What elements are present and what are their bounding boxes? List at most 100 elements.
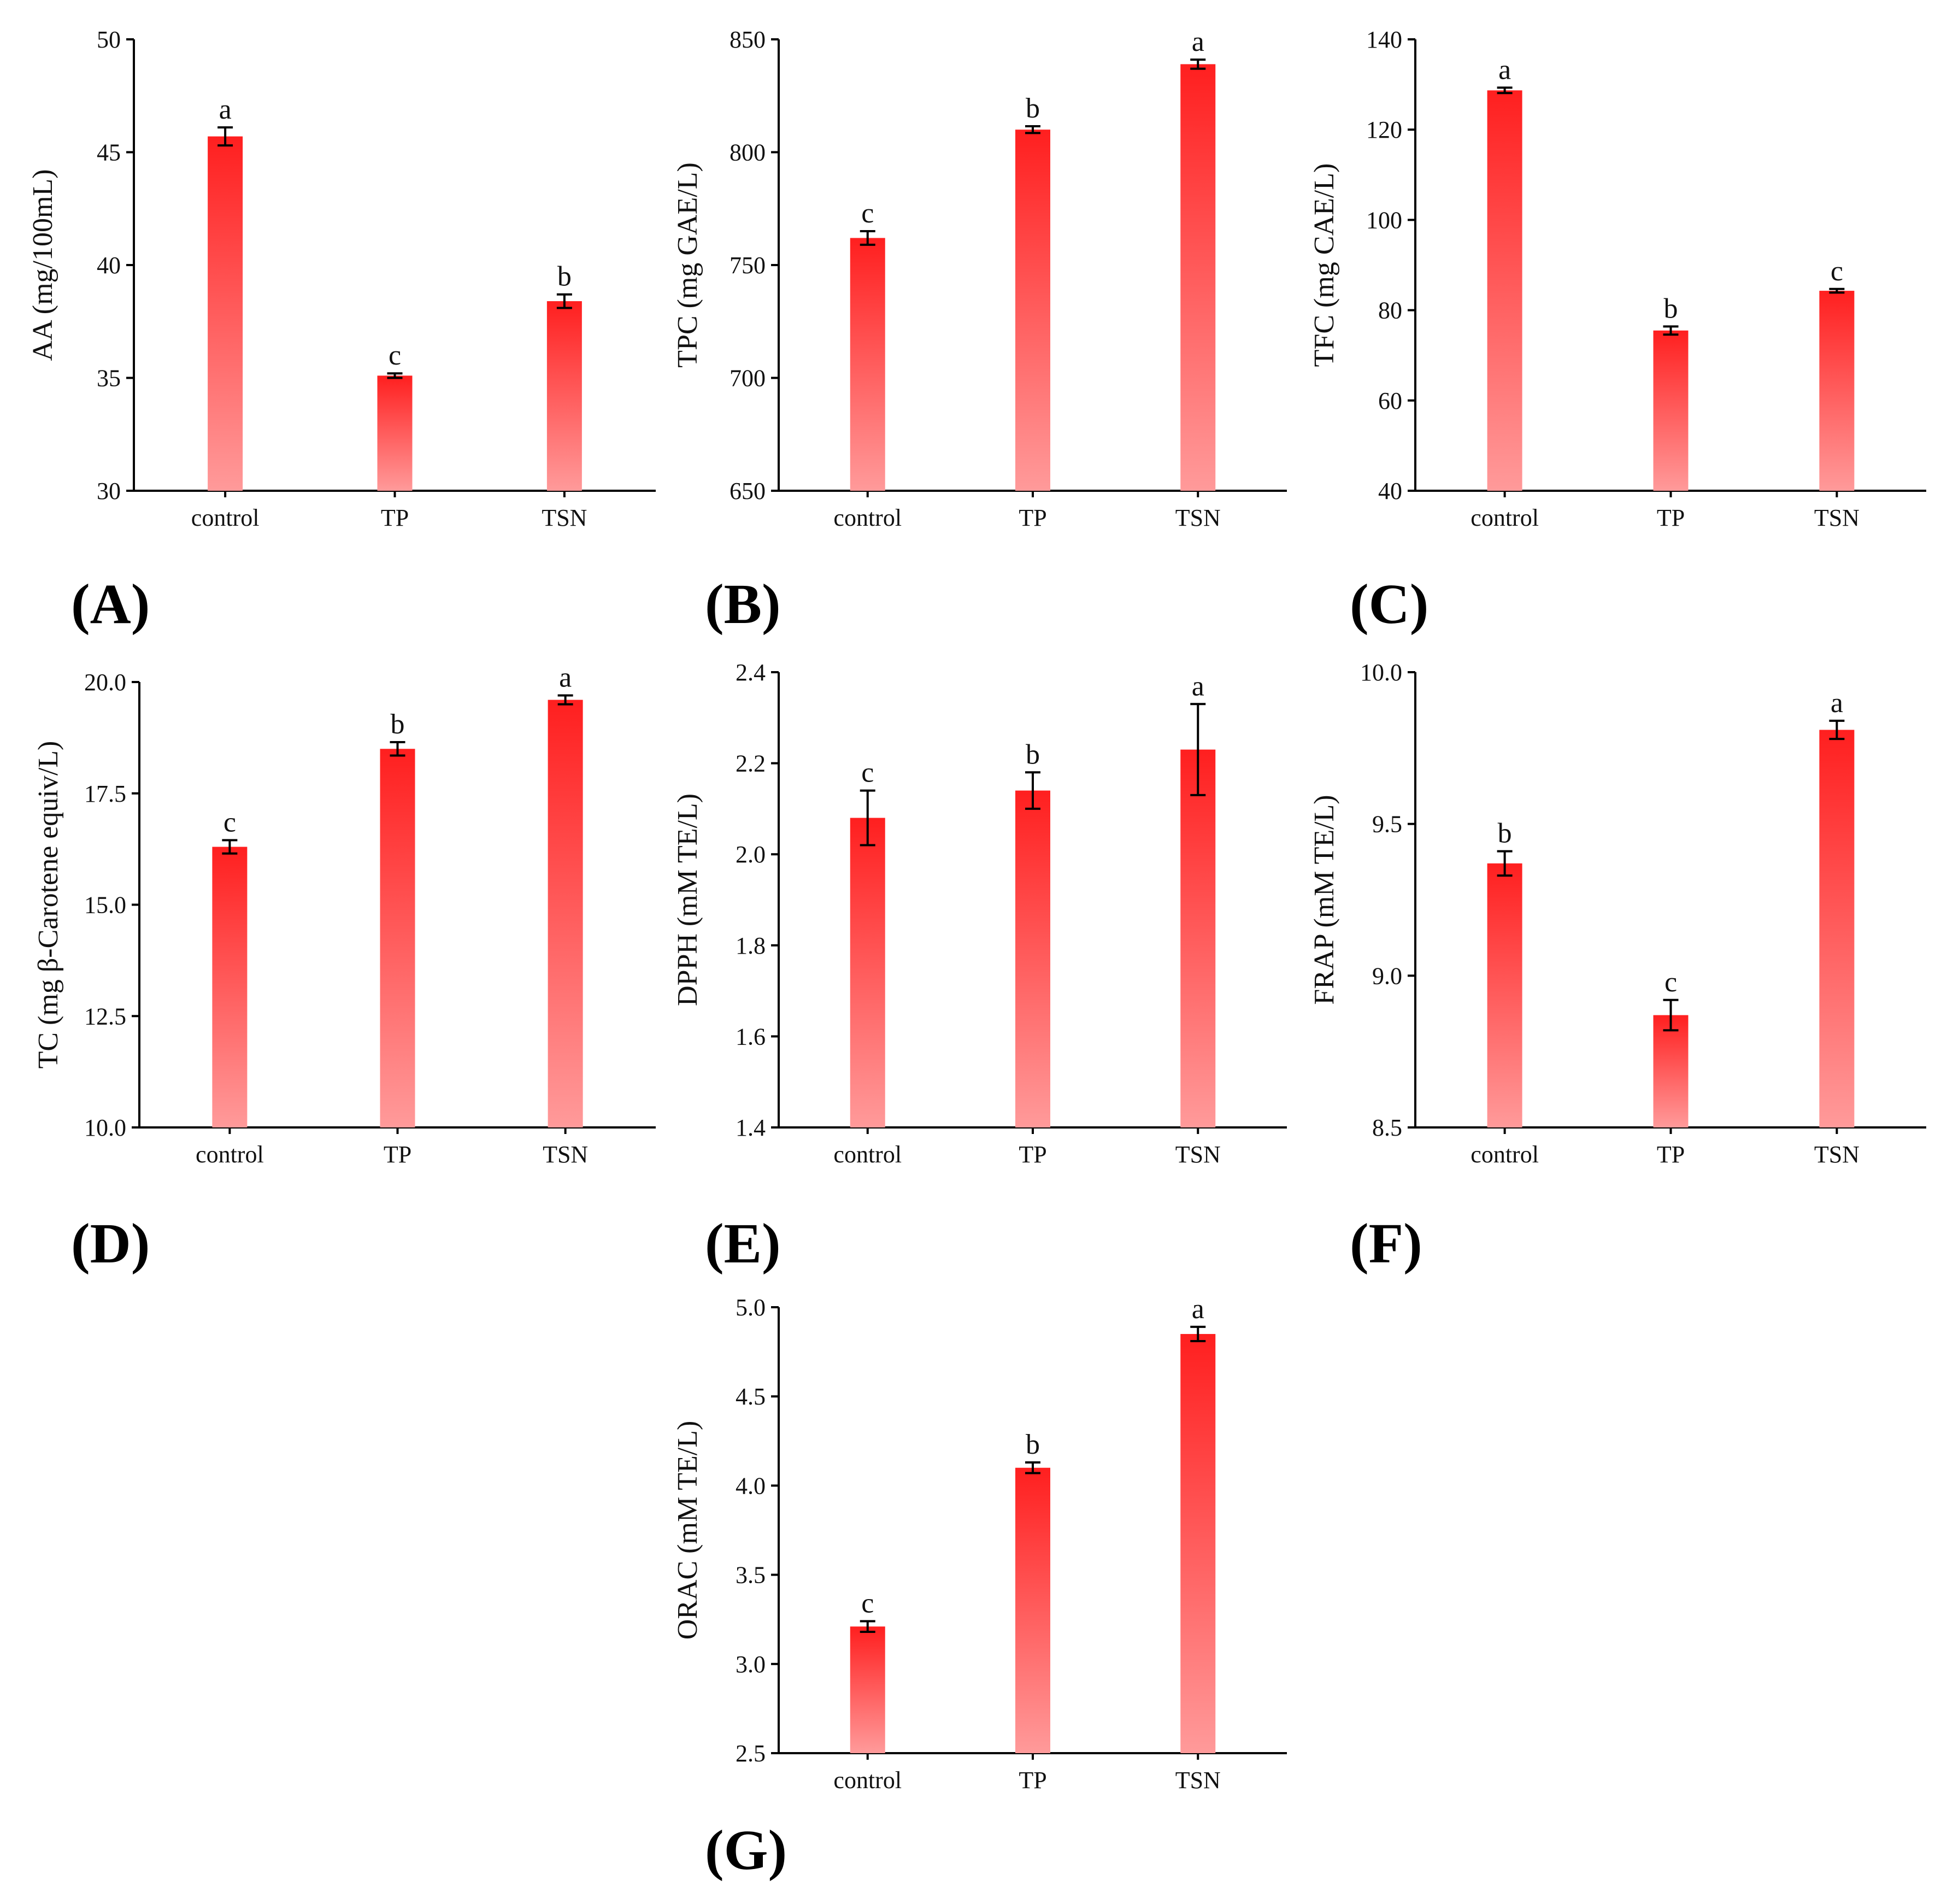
bar-tsn [546,301,582,491]
significance-letter: a [1192,671,1204,702]
y-axis-title: TFC (mg CAE/L) [1309,163,1340,367]
x-tick-label: control [833,1141,902,1168]
significance-letter: a [219,94,232,125]
y-tick-label: 40 [97,252,121,279]
bar-tp [1015,1467,1050,1753]
y-axis-title: AA (mg/100mL) [27,169,58,361]
y-tick-label: 1.8 [736,932,766,959]
x-tick-label: TP [384,1141,411,1168]
x-tick-label: TSN [1814,1141,1860,1168]
significance-letter: a [1498,54,1511,85]
significance-letter: a [1192,1294,1204,1325]
y-axis-title: ORAC (mM TE/L) [672,1421,703,1640]
y-tick-label: 80 [1378,297,1402,324]
panel-label: (A) [71,573,150,636]
x-tick-label: TSN [1814,504,1860,531]
bar-tp [380,749,415,1127]
bar-control [208,136,243,491]
significance-letter: b [1026,1429,1040,1460]
y-tick-label: 700 [730,365,766,392]
y-axis-title: TC (mg β-Carotene equiv/L) [33,741,64,1069]
significance-letter: c [389,340,401,371]
panel-label: (F) [1350,1212,1422,1275]
y-tick-label: 3.0 [736,1651,766,1678]
bar-tp [1015,790,1050,1127]
bar-tsn [1180,64,1216,491]
y-tick-label: 2.5 [736,1740,766,1767]
y-tick-label: 50 [97,26,121,53]
significance-letter: b [557,261,572,292]
bar-tp [1015,130,1050,491]
y-axis-title: FRAP (mM TE/L) [1309,795,1340,1004]
y-tick-label: 35 [97,365,121,392]
y-tick-label: 800 [730,139,766,166]
chart-panel-d: 10.0 12.5 15.0 17.5 20.0 TC (mg β-Carotene eq… [33,662,656,1275]
bar-tp [377,375,413,491]
bar-control [1487,863,1522,1127]
y-tick-label: 100 [1366,207,1402,233]
significance-letter: b [1664,293,1678,324]
y-tick-label: 12.5 [84,1003,126,1030]
x-tick-label: control [833,1767,902,1794]
bar-control [1487,90,1522,491]
significance-letter: c [223,807,236,838]
significance-letter: c [1664,967,1677,998]
y-tick-label: 15.0 [84,892,126,919]
significance-letter: a [559,662,572,693]
y-tick-label: 17.5 [84,780,126,807]
y-tick-label: 650 [730,478,766,504]
bar-tsn [1819,730,1855,1127]
y-tick-label: 1.4 [736,1114,766,1141]
x-tick-label: TP [1657,1141,1685,1168]
significance-letter: a [1192,26,1204,57]
significance-letter: b [1026,93,1040,124]
x-tick-label: control [196,1141,264,1168]
y-tick-label: 2.0 [736,841,766,868]
bar-control [212,847,248,1127]
chart-panel-b: 650 700 750 800 850 TPC (mg GAE/L) c control b TP… [672,26,1287,636]
y-tick-label: 750 [730,252,766,279]
panel-label: (C) [1350,573,1428,636]
y-tick-label: 45 [97,139,121,166]
panel-label: (E) [705,1212,781,1275]
bar-control [850,818,885,1127]
significance-letter: c [861,198,874,229]
x-tick-label: TSN [1175,1767,1221,1794]
chart-panel-f: 8.5 9.0 9.5 10.0 FRAP (mM TE/L) b control c TP a T… [1309,659,1926,1275]
y-tick-label: 8.5 [1372,1114,1402,1141]
chart-panel-g: 2.5 3.0 3.5 4.0 4.5 5.0 ORAC (mM TE/L) c control… [672,1294,1287,1882]
y-tick-label: 850 [730,26,766,53]
y-tick-label: 2.2 [736,750,766,777]
x-tick-label: control [1470,1141,1539,1168]
chart-panel-c: 40 60 80 100 120 140 TFC (mg CAE/L) a control b TP… [1309,26,1926,636]
y-tick-label: 30 [97,478,121,504]
x-tick-label: control [1470,504,1539,531]
significance-letter: c [1831,256,1843,287]
bar-control [850,238,885,491]
y-tick-label: 60 [1378,387,1402,414]
bar-tsn [1819,291,1855,491]
significance-letter: b [1498,818,1512,849]
bar-tsn [1180,1333,1216,1753]
y-tick-label: 1.6 [736,1023,766,1050]
bar-tp [1653,330,1689,491]
y-tick-label: 3.5 [736,1562,766,1589]
y-tick-label: 40 [1378,478,1402,504]
x-tick-label: TP [1019,1767,1046,1794]
significance-letter: c [861,757,874,789]
x-tick-label: TSN [1175,1141,1221,1168]
significance-letter: c [861,1588,874,1619]
x-tick-label: TSN [1175,504,1221,531]
y-tick-label: 5.0 [736,1294,766,1321]
y-tick-label: 9.0 [1372,962,1402,989]
panel-label: (B) [705,573,781,636]
y-tick-label: 4.5 [736,1383,766,1410]
panel-label: (G) [705,1819,787,1882]
chart-panel-e: 1.4 1.6 1.8 2.0 2.2 2.4 DPPH (mM TE/L) c control… [672,659,1287,1275]
x-tick-label: TP [1019,504,1046,531]
significance-letter: b [391,709,405,740]
chart-panel-a: 30 35 40 45 50 AA (mg/100mL) a control c TP b TSN (A… [27,26,656,636]
x-tick-label: TP [1657,504,1685,531]
